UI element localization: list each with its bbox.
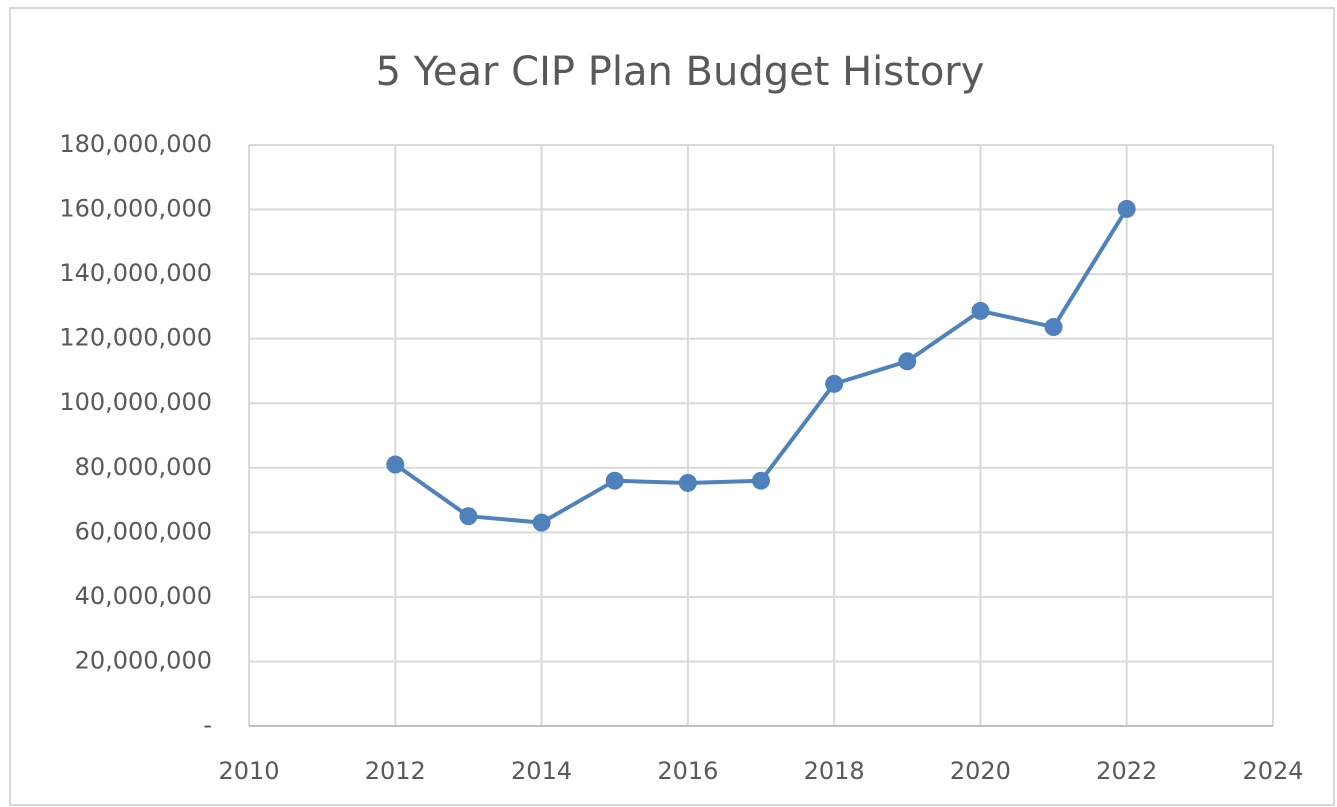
chart-title: 5 Year CIP Plan Budget History [376, 49, 985, 95]
x-tick-label: 2010 [218, 757, 279, 785]
data-point [532, 513, 551, 532]
x-tick-label: 2014 [511, 757, 572, 785]
x-tick-label: 2020 [950, 757, 1011, 785]
data-point [1044, 318, 1063, 337]
y-tick-label: 60,000,000 [75, 517, 212, 545]
y-tick-label: 140,000,000 [59, 259, 212, 287]
x-tick-label: 2018 [804, 757, 865, 785]
data-point [459, 507, 478, 526]
data-point [605, 471, 624, 490]
y-tick-label: 180,000,000 [59, 130, 212, 158]
chart-frame [9, 7, 1335, 806]
y-tick-label: 80,000,000 [75, 453, 212, 481]
x-tick-label: 2024 [1242, 757, 1303, 785]
data-point [971, 301, 990, 320]
data-point [1117, 199, 1136, 218]
data-point [898, 352, 917, 371]
y-tick-label: 120,000,000 [59, 324, 212, 352]
data-point [678, 473, 697, 492]
y-tick-label: - [203, 711, 212, 739]
x-tick-label: 2012 [365, 757, 426, 785]
y-tick-label: 160,000,000 [59, 195, 212, 223]
y-tick-label: 40,000,000 [75, 582, 212, 610]
data-point [386, 455, 405, 474]
x-tick-label: 2022 [1096, 757, 1157, 785]
data-point [825, 374, 844, 393]
x-tick-label: 2016 [657, 757, 718, 785]
data-point [752, 471, 770, 490]
y-tick-label: 100,000,000 [59, 388, 212, 416]
y-tick-label: 20,000,000 [75, 646, 212, 674]
